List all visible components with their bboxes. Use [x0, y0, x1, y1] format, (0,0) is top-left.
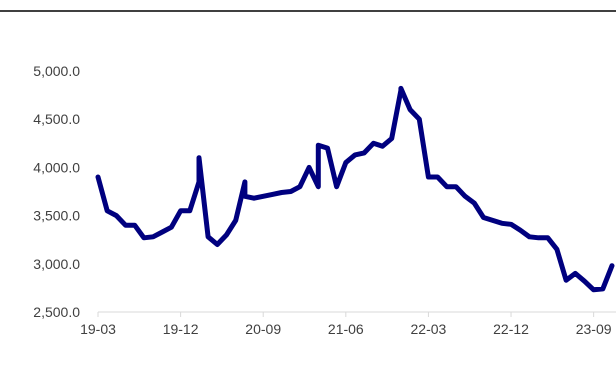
- x-tick-label: 21-06: [328, 321, 364, 337]
- x-axis-ticks: 19-03 19-12 20-09 21-06 22-03 22-12 23-09: [80, 312, 612, 337]
- x-tick-label: 19-12: [163, 321, 199, 337]
- x-tick-label: 19-03: [80, 321, 116, 337]
- series-layer: [95, 85, 615, 293]
- x-tick-label: 20-09: [245, 321, 281, 337]
- x-tick-label: 22-12: [493, 321, 529, 337]
- y-tick-label: 4,000.0: [33, 159, 80, 175]
- y-tick-label: 2,500.0: [33, 304, 80, 320]
- x-tick-label: 23-09: [576, 321, 612, 337]
- y-axis-ticks: 5,000.0 4,500.0 4,000.0 3,500.0 3,000.0 2,500…: [33, 63, 80, 320]
- y-tick-label: 3,000.0: [33, 256, 80, 272]
- y-tick-label: 4,500.0: [33, 111, 80, 127]
- series-line: [95, 85, 615, 293]
- x-tick-label: 22-03: [411, 321, 447, 337]
- y-tick-label: 5,000.0: [33, 63, 80, 79]
- y-tick-label: 3,500.0: [33, 208, 80, 224]
